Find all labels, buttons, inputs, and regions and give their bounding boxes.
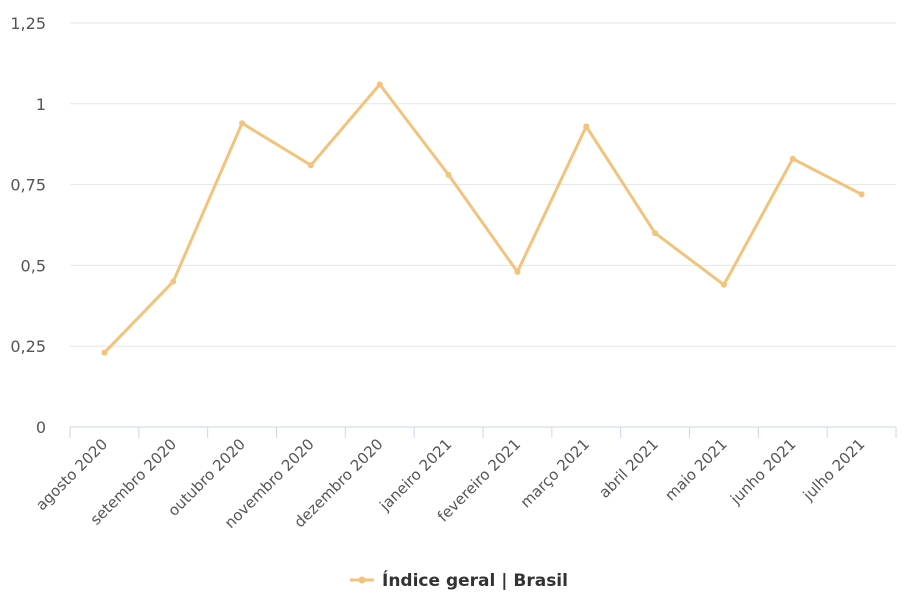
data-point[interactable] [101, 349, 108, 356]
legend[interactable]: Índice geral | Brasil [350, 569, 568, 591]
data-point[interactable] [170, 278, 177, 285]
x-tick-label: junho 2021 [726, 435, 799, 508]
y-tick-label: 0,75 [10, 176, 46, 195]
data-point[interactable] [307, 162, 314, 169]
data-point[interactable] [789, 155, 796, 162]
data-point[interactable] [239, 120, 246, 127]
x-tick-label: março 2021 [517, 435, 593, 511]
y-tick-label: 1 [36, 95, 46, 114]
data-point[interactable] [652, 230, 659, 237]
data-point[interactable] [720, 281, 727, 288]
y-tick-label: 0,25 [10, 337, 46, 356]
x-tick-label: abril 2021 [595, 435, 662, 502]
data-point[interactable] [583, 123, 590, 130]
legend-point-marker [358, 576, 366, 584]
legend-label: Índice geral | Brasil [382, 569, 568, 591]
series-line [102, 82, 864, 355]
series-group [101, 81, 865, 356]
data-point[interactable] [858, 191, 865, 198]
x-axis [69, 426, 897, 438]
grid-lines [70, 22, 896, 347]
y-axis-tick-labels: 0 0,25 0,5 0,75 1 1,25 [10, 14, 46, 437]
data-point[interactable] [376, 81, 383, 88]
data-point[interactable] [514, 268, 521, 275]
y-tick-label: 1,25 [10, 14, 46, 33]
y-tick-label: 0 [36, 418, 46, 437]
x-tick-label: julho 2021 [799, 435, 869, 505]
y-tick-label: 0,5 [21, 256, 46, 275]
data-point[interactable] [445, 171, 452, 178]
x-tick-label: maio 2021 [661, 435, 730, 504]
